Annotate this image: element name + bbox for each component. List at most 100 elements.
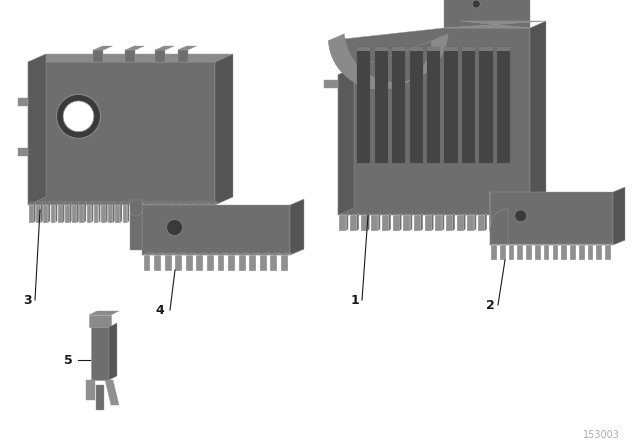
Polygon shape [93, 50, 104, 62]
Polygon shape [79, 205, 84, 223]
Polygon shape [166, 205, 170, 223]
Circle shape [63, 101, 94, 132]
Polygon shape [86, 380, 95, 400]
Polygon shape [48, 203, 50, 223]
Polygon shape [260, 255, 267, 271]
Polygon shape [175, 253, 186, 255]
Polygon shape [596, 244, 606, 245]
Polygon shape [239, 253, 250, 255]
Polygon shape [36, 205, 41, 223]
Polygon shape [357, 213, 359, 231]
Polygon shape [109, 323, 117, 380]
Polygon shape [142, 249, 304, 255]
Polygon shape [175, 255, 182, 271]
Polygon shape [445, 47, 458, 163]
Polygon shape [281, 253, 292, 255]
Polygon shape [239, 255, 246, 271]
Polygon shape [159, 205, 163, 223]
Polygon shape [196, 255, 204, 271]
Polygon shape [86, 205, 92, 223]
Polygon shape [188, 205, 192, 223]
Polygon shape [424, 215, 431, 231]
Polygon shape [250, 255, 256, 271]
Polygon shape [209, 205, 214, 223]
Polygon shape [474, 213, 476, 231]
Polygon shape [445, 47, 458, 51]
Polygon shape [414, 215, 421, 231]
Polygon shape [442, 213, 444, 231]
Polygon shape [130, 200, 142, 216]
Polygon shape [462, 47, 475, 51]
Polygon shape [28, 62, 215, 205]
Polygon shape [143, 255, 150, 271]
Polygon shape [526, 245, 532, 260]
Polygon shape [517, 245, 523, 260]
Polygon shape [463, 213, 465, 231]
Text: 5: 5 [63, 353, 72, 366]
Polygon shape [65, 205, 70, 223]
Polygon shape [143, 253, 154, 255]
Polygon shape [101, 205, 106, 223]
Polygon shape [371, 215, 378, 231]
Polygon shape [96, 385, 104, 410]
Polygon shape [89, 311, 119, 315]
Polygon shape [99, 203, 100, 223]
Polygon shape [410, 213, 412, 231]
Polygon shape [456, 215, 463, 231]
Circle shape [515, 210, 527, 222]
Polygon shape [374, 47, 388, 163]
Polygon shape [588, 244, 597, 245]
Polygon shape [125, 50, 135, 62]
Polygon shape [490, 192, 613, 245]
Polygon shape [497, 47, 510, 51]
Circle shape [472, 0, 480, 8]
Polygon shape [218, 253, 228, 255]
Polygon shape [403, 215, 410, 231]
Polygon shape [435, 215, 442, 231]
Polygon shape [367, 213, 369, 231]
Polygon shape [467, 215, 474, 231]
Polygon shape [92, 203, 93, 223]
Polygon shape [186, 255, 193, 271]
Polygon shape [357, 47, 370, 51]
Polygon shape [579, 244, 589, 245]
Polygon shape [173, 205, 178, 223]
Polygon shape [500, 244, 509, 245]
Polygon shape [444, 0, 530, 28]
Polygon shape [93, 46, 113, 50]
Polygon shape [44, 205, 48, 223]
Polygon shape [228, 255, 235, 271]
Polygon shape [180, 205, 185, 223]
Polygon shape [495, 213, 497, 231]
Polygon shape [544, 245, 550, 260]
Polygon shape [517, 244, 527, 245]
Polygon shape [478, 215, 485, 231]
Polygon shape [178, 50, 188, 62]
Polygon shape [479, 47, 493, 163]
Polygon shape [206, 203, 209, 223]
Polygon shape [491, 244, 500, 245]
Polygon shape [491, 245, 497, 260]
Polygon shape [196, 253, 207, 255]
Polygon shape [154, 253, 165, 255]
Polygon shape [485, 213, 487, 231]
Polygon shape [155, 50, 165, 62]
Polygon shape [164, 255, 172, 271]
Polygon shape [228, 253, 239, 255]
Polygon shape [324, 80, 338, 88]
Polygon shape [156, 203, 158, 223]
Polygon shape [215, 54, 233, 205]
Polygon shape [392, 47, 405, 163]
Polygon shape [28, 54, 233, 62]
Polygon shape [178, 46, 196, 50]
Polygon shape [446, 215, 453, 231]
Polygon shape [125, 46, 144, 50]
Polygon shape [497, 47, 510, 163]
Polygon shape [382, 215, 389, 231]
Polygon shape [120, 203, 122, 223]
Polygon shape [51, 205, 55, 223]
Polygon shape [186, 253, 196, 255]
Polygon shape [570, 244, 580, 245]
Polygon shape [55, 203, 58, 223]
Polygon shape [552, 245, 558, 260]
